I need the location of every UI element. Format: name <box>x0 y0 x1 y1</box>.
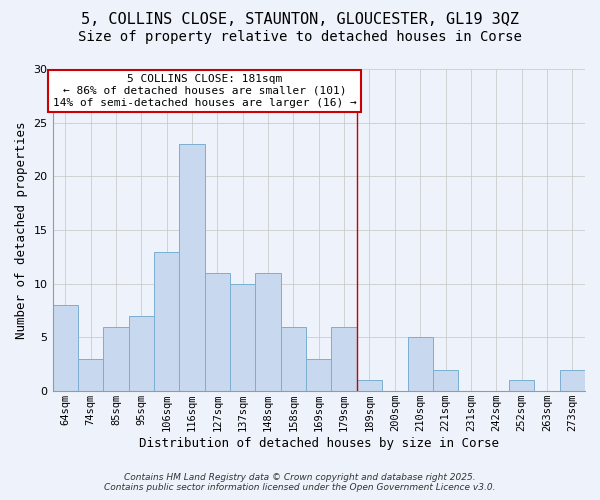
Bar <box>128 316 154 391</box>
X-axis label: Distribution of detached houses by size in Corse: Distribution of detached houses by size … <box>139 437 499 450</box>
Bar <box>179 144 205 391</box>
Text: Contains HM Land Registry data © Crown copyright and database right 2025.
Contai: Contains HM Land Registry data © Crown c… <box>104 473 496 492</box>
Bar <box>331 326 357 391</box>
Bar <box>205 273 230 391</box>
Text: Size of property relative to detached houses in Corse: Size of property relative to detached ho… <box>78 30 522 44</box>
Bar <box>230 284 256 391</box>
Bar <box>407 338 433 391</box>
Bar <box>154 252 179 391</box>
Bar <box>433 370 458 391</box>
Bar <box>256 273 281 391</box>
Bar <box>281 326 306 391</box>
Bar <box>560 370 585 391</box>
Bar <box>53 306 78 391</box>
Bar <box>306 359 331 391</box>
Bar <box>78 359 103 391</box>
Text: 5, COLLINS CLOSE, STAUNTON, GLOUCESTER, GL19 3QZ: 5, COLLINS CLOSE, STAUNTON, GLOUCESTER, … <box>81 12 519 28</box>
Bar <box>357 380 382 391</box>
Bar <box>509 380 534 391</box>
Text: 5 COLLINS CLOSE: 181sqm
← 86% of detached houses are smaller (101)
14% of semi-d: 5 COLLINS CLOSE: 181sqm ← 86% of detache… <box>53 74 356 108</box>
Y-axis label: Number of detached properties: Number of detached properties <box>15 122 28 339</box>
Bar <box>103 326 128 391</box>
